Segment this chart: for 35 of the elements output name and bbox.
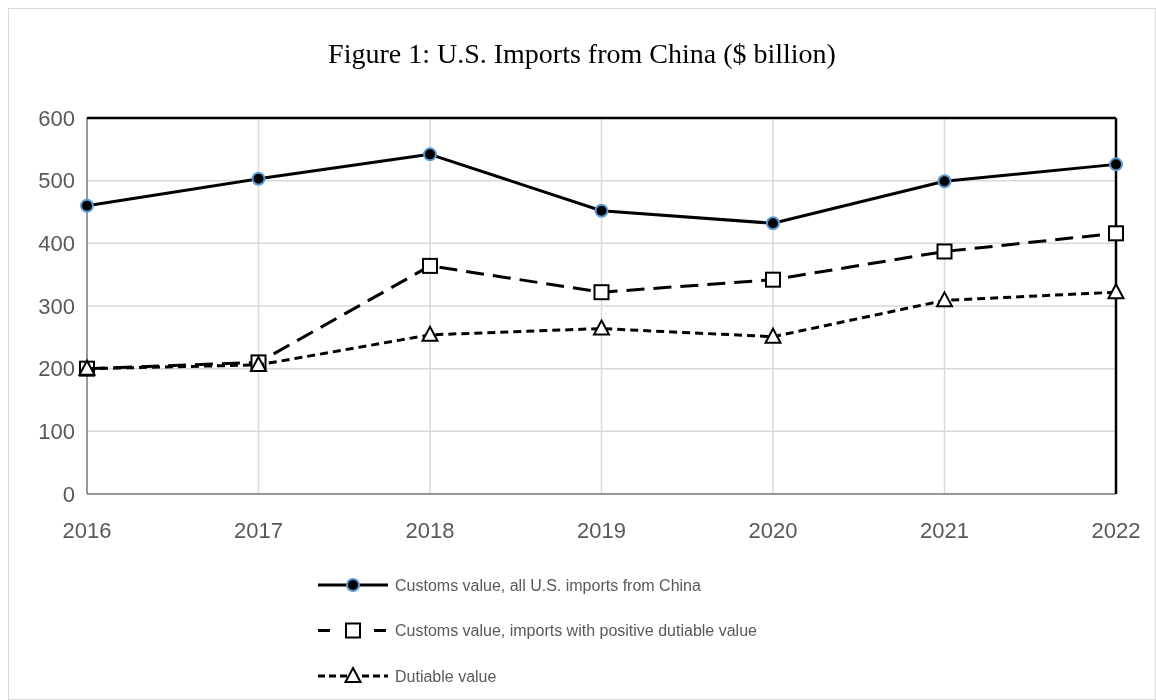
x-tick-label: 2018: [405, 518, 455, 543]
x-tick-label: 2020: [748, 518, 798, 543]
point: [764, 327, 782, 344]
chart-title: Figure 1: U.S. Imports from China ($ billion): [328, 38, 836, 69]
point: [937, 174, 952, 189]
point: [422, 257, 438, 274]
point: [936, 291, 953, 308]
legend-label: Dutiable value: [395, 667, 497, 685]
y-tick-label: 200: [38, 356, 75, 382]
x-tick-label: 2016: [62, 518, 112, 543]
point: [594, 203, 609, 218]
x-tick-label: 2022: [1091, 518, 1141, 543]
y-tick-label: 300: [38, 293, 75, 319]
y-tick-label: 400: [38, 231, 75, 257]
point: [1108, 225, 1124, 242]
y-tick-label: 500: [38, 168, 75, 194]
point: [423, 147, 437, 162]
point: [765, 271, 781, 288]
y-tick-label: 0: [62, 481, 75, 507]
point: [593, 319, 610, 336]
legend-label: Customs value, imports with positive dutiable value: [395, 622, 758, 640]
point: [766, 216, 780, 231]
x-tick-label: 2019: [577, 518, 626, 543]
point: [593, 284, 610, 301]
y-tick-label: 100: [38, 419, 75, 445]
y-tick-label: 600: [38, 105, 75, 131]
x-tick-label: 2021: [920, 518, 969, 543]
x-tick-label: 2017: [234, 518, 283, 543]
point: [251, 171, 266, 186]
point: [80, 198, 94, 213]
legend-label: Customs value, all U.S. imports from China: [395, 576, 701, 594]
point: [421, 325, 439, 342]
point: [1109, 157, 1123, 172]
point: [936, 243, 953, 260]
point: [1107, 283, 1125, 300]
